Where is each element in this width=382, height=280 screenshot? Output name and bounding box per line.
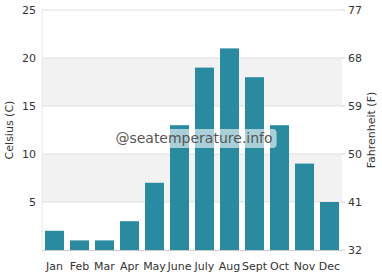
x-tick-label: May xyxy=(143,260,166,273)
x-tick-label: Aug xyxy=(219,260,240,273)
bar xyxy=(195,68,214,250)
x-tick-label: Feb xyxy=(70,260,89,273)
y2-tick xyxy=(342,202,345,203)
y-axis-label: Celsius (C) xyxy=(3,101,16,160)
x-tick-label: Oct xyxy=(270,260,290,273)
bar xyxy=(245,77,264,250)
y2-tick xyxy=(342,250,345,251)
x-tick-label: Sept xyxy=(242,260,268,273)
y2-tick xyxy=(342,106,345,107)
x-tick-label: Dec xyxy=(319,260,340,273)
y2-tick xyxy=(342,58,345,59)
bar xyxy=(120,221,139,250)
y2-tick-label: 32 xyxy=(348,244,362,257)
y2-tick-label: 68 xyxy=(348,52,362,65)
y2-tick-label: 50 xyxy=(348,148,362,161)
y-tick-label: 25 xyxy=(22,4,36,17)
bar xyxy=(295,164,314,250)
y2-tick-label: 77 xyxy=(348,4,362,17)
bar xyxy=(320,202,339,250)
bar xyxy=(145,183,164,250)
y-tick-label: 10 xyxy=(22,148,36,161)
x-tick-label: June xyxy=(167,260,192,273)
y2-tick-label: 59 xyxy=(348,100,362,113)
grid-line xyxy=(42,10,342,11)
annotation-bg xyxy=(111,129,276,148)
grid-band xyxy=(42,58,342,106)
x-tick-label: Nov xyxy=(294,260,316,273)
grid-line xyxy=(42,58,342,59)
y2-tick xyxy=(342,154,345,155)
y-tick-label: 5 xyxy=(29,196,36,209)
x-tick-label: Mar xyxy=(94,260,115,273)
annotation: @seatemperature.info xyxy=(115,130,272,146)
y-tick-label: 15 xyxy=(22,100,36,113)
bar xyxy=(70,240,89,250)
y2-axis-label: Fahrenheit (F) xyxy=(365,92,378,169)
y2-tick-label: 41 xyxy=(348,196,362,209)
bars xyxy=(45,48,339,250)
x-tick-label: Apr xyxy=(120,260,140,273)
y-axis-line xyxy=(42,10,43,250)
y-tick-label: 20 xyxy=(22,52,36,65)
y2-tick xyxy=(342,10,345,11)
x-axis-line xyxy=(42,250,342,251)
chart-svg: Jan Feb Mar AprMayJuneJuly AugSeptOct NovDec 5… xyxy=(0,0,382,280)
chart-container: Jan Feb Mar AprMayJuneJuly AugSeptOct NovDec 5… xyxy=(0,0,382,280)
bar xyxy=(45,231,64,250)
grid-line xyxy=(42,154,342,155)
grid-line xyxy=(42,106,342,107)
bar xyxy=(95,240,114,250)
x-tick-label: Jan xyxy=(45,260,63,273)
x-tick-label: July xyxy=(194,260,215,273)
bar xyxy=(220,48,239,250)
